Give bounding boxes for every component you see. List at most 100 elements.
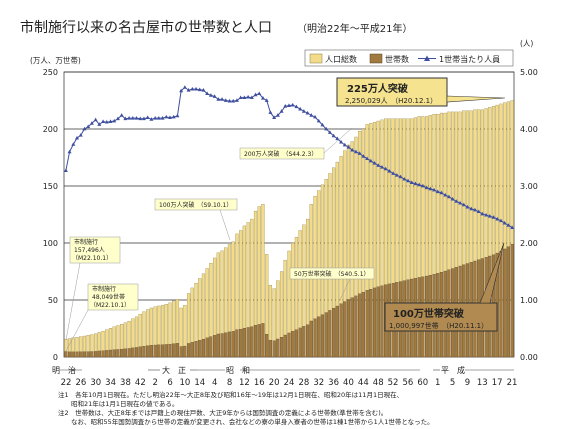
ratio-point: [391, 171, 396, 175]
household-bar: [305, 324, 310, 358]
annotation-city-pop-title: 市制施行: [74, 238, 98, 246]
ratio-point: [167, 115, 172, 119]
note-line-4: なお、昭和55年国勢調査から世帯の定義が変更され、会社などの寮の単身入寮者の世帯…: [58, 417, 434, 426]
household-bar: [175, 343, 180, 358]
household-bar: [101, 350, 105, 358]
annotation-city-hh-value: 48,049世帯: [92, 293, 125, 301]
household-bar: [146, 345, 150, 358]
household-bar: [149, 345, 153, 358]
left-axis-unit: (万人、万世帯): [30, 55, 81, 65]
household-bar: [332, 308, 336, 358]
household-bar: [272, 340, 276, 358]
household-bar: [287, 332, 291, 358]
ratio-point: [63, 168, 68, 173]
household-bar: [372, 287, 377, 358]
left-tick-label: 100: [43, 239, 58, 248]
x-tick-label: 34: [105, 378, 116, 388]
left-tick-label: 150: [43, 182, 58, 191]
note-line-2: 昭和21年は1月1日現在の値である。: [58, 399, 178, 408]
annotation-1m-hh-title: 100万世帯突破: [393, 307, 464, 320]
household-bar: [265, 334, 269, 358]
household-bar: [506, 246, 511, 358]
ratio-point: [75, 135, 80, 140]
household-bar: [365, 290, 369, 358]
ratio-point: [104, 119, 109, 124]
household-bar: [153, 344, 157, 358]
ratio-point: [324, 126, 329, 131]
household-bar: [79, 351, 83, 358]
x-tick-label: 52: [388, 378, 399, 388]
ratio-point: [476, 209, 481, 214]
ratio-point: [294, 104, 299, 109]
annotation-2-25m-title: 225万人突破: [347, 82, 408, 95]
ratio-point: [115, 116, 120, 121]
x-tick-label: 13: [477, 378, 488, 388]
right-tick-label: 4.00: [520, 125, 538, 134]
x-tick-label: 22: [61, 378, 72, 388]
ratio-point: [428, 186, 433, 191]
ratio-point: [227, 98, 232, 103]
annotation-500k-hh: 50万世帯突破 （S40.5.1）: [294, 270, 370, 278]
ratio-point: [160, 115, 165, 120]
left-tick-label: 50: [48, 296, 58, 305]
ratio-point: [502, 220, 507, 225]
annotation-box-city-hh: [87, 283, 139, 311]
ratio-point: [376, 163, 381, 167]
ratio-point: [190, 86, 195, 91]
x-tick-label: 56: [403, 378, 414, 388]
ratio-point: [223, 98, 228, 102]
ratio-point: [238, 95, 243, 100]
ratio-point: [149, 117, 154, 121]
x-tick-label: 10: [180, 378, 191, 388]
ratio-point: [335, 136, 340, 141]
household-bar: [261, 323, 265, 358]
note-line-3: 注2 世帯数は、大正8年までは戸籍上の現住戸数、大正9年からは国勢調査の定義によ…: [58, 408, 387, 417]
ratio-point: [487, 214, 492, 218]
ratio-point: [353, 149, 358, 154]
household-bar: [294, 329, 299, 358]
household-bar: [313, 318, 317, 358]
ratio-point: [301, 109, 306, 113]
ratio-point: [175, 113, 180, 118]
ratio-point: [368, 158, 373, 163]
x-tick-label: 36: [328, 378, 339, 388]
household-bar: [276, 338, 280, 358]
annotation-box-city-pop: [69, 236, 121, 264]
household-bar: [64, 351, 68, 358]
ratio-series: [63, 85, 515, 230]
household-bar: [186, 343, 191, 358]
household-bar: [499, 251, 503, 358]
x-tick-label: 40: [343, 378, 354, 388]
household-bar: [320, 314, 325, 358]
ratio-point: [253, 92, 258, 97]
ratio-point: [231, 98, 236, 103]
household-bar: [201, 339, 206, 358]
household-bar: [131, 347, 135, 358]
household-bar: [205, 337, 209, 358]
household-bar: [231, 331, 235, 358]
ratio-point: [201, 88, 206, 92]
annotation-box-2-25m: [336, 77, 448, 107]
ratio-point: [498, 218, 503, 223]
ratio-point: [208, 93, 213, 97]
household-bar: [190, 342, 194, 358]
household-bar: [172, 343, 176, 358]
annotation-city-hh-date: （M22.10.1）: [90, 302, 130, 309]
right-axis-unit: (人): [520, 39, 533, 48]
ratio-point: [82, 126, 87, 131]
ratio-point: [108, 119, 113, 123]
ratio-point: [458, 200, 463, 205]
x-tick-label: 9: [465, 378, 470, 388]
household-bar: [250, 326, 254, 358]
household-bar: [105, 350, 109, 358]
ratio-point: [272, 115, 277, 119]
ratio-point: [298, 106, 303, 111]
household-bar: [194, 341, 198, 358]
household-bar: [97, 350, 101, 358]
ratio-point: [182, 85, 187, 89]
household-bar: [291, 331, 295, 358]
ratio-point: [472, 207, 477, 212]
ratio-point: [101, 119, 106, 123]
ratio-point: [71, 142, 76, 146]
